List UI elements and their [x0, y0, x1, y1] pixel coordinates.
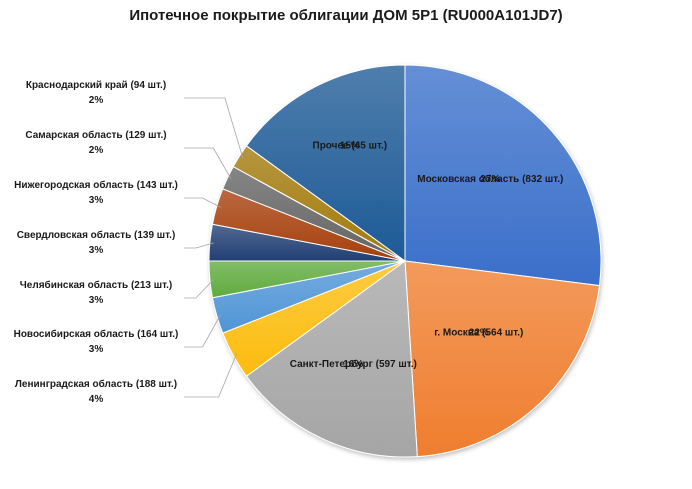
leader-line: [184, 314, 221, 348]
slice-label-percent: 3%: [89, 245, 104, 256]
slice-label-percent: 2%: [89, 95, 104, 106]
leader-lines: [184, 97, 244, 398]
slice-label-name: г. Москва (564 шт.): [434, 328, 523, 339]
leader-line: [184, 353, 238, 398]
slice-label-name: Нижегородская область (143 шт.): [14, 179, 178, 191]
slice-label-name: Свердловская область (139 шт.): [17, 229, 176, 241]
pie-slice-московская-область: [404, 64, 602, 287]
slice-label-name: Санкт-Петербург (597 шт.): [290, 358, 417, 370]
slice-label-name: Московская область (832 шт.): [417, 173, 563, 185]
slice-label-name: Ленинградская область (188 шт.): [15, 378, 177, 390]
leader-line: [184, 242, 215, 249]
slice-label-percent: 3%: [89, 195, 104, 206]
slice-label-percent: 2%: [89, 145, 104, 156]
slice-label-name: Самарская область (129 шт.): [25, 129, 166, 141]
pie-slices: [208, 64, 602, 458]
slice-label-percent: 15%: [340, 141, 360, 152]
leader-line: [184, 147, 232, 180]
slice-label-percent: 22%: [469, 328, 489, 339]
slice-labels: Московская область (832 шт.)27% г. Москва…: [14, 80, 564, 405]
pie-slice-г-москва: [404, 260, 601, 458]
leader-line: [184, 197, 221, 208]
slice-label-name: Новосибирская область (164 шт.): [14, 328, 179, 340]
slice-label-name: Челябинская область (213 шт.): [20, 279, 172, 291]
pie-slice-прочее: [245, 64, 406, 262]
slice-label-percent: 3%: [89, 344, 104, 355]
chart-title: Ипотечное покрытие облигации ДОМ 5Р1 (RU…: [129, 7, 562, 24]
leader-line: [184, 278, 215, 299]
slice-label-name: Прочее (45 шт.): [313, 141, 388, 152]
slice-label-percent: 27%: [480, 174, 500, 185]
slice-label-percent: 4%: [89, 394, 104, 405]
slice-label-name: Краснодарский край (94 шт.): [26, 80, 166, 91]
slice-label-percent: 16%: [343, 359, 363, 370]
slice-label-percent: 3%: [89, 295, 104, 306]
pie-slice-санкт-петербург: [245, 260, 418, 458]
leader-line: [184, 97, 244, 159]
